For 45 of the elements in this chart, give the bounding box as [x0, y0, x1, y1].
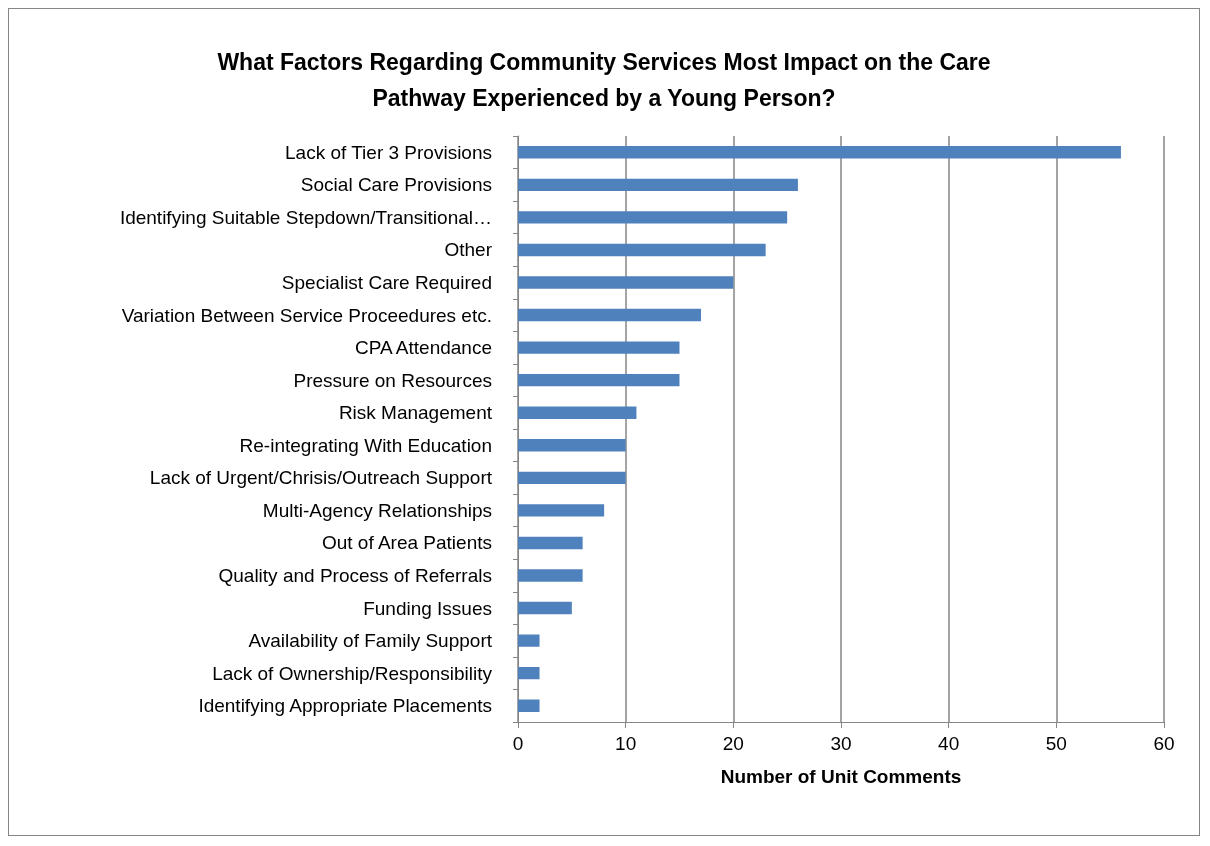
- bar: [518, 341, 680, 354]
- x-tick-label: 0: [512, 733, 524, 754]
- bar: [518, 569, 583, 582]
- y-tick-label: Multi-Agency Relationships: [262, 499, 492, 521]
- x-axis-title: Number of Unit Comments: [720, 766, 962, 787]
- bar: [518, 243, 766, 257]
- bar: [518, 439, 626, 452]
- y-tick-label: Specialist Care Required: [281, 272, 492, 293]
- chart-title: What Factors Regarding Community Services Most Impact on the Care Pathway Experienced by a Young Person?: [217, 49, 991, 111]
- bar: [518, 536, 583, 550]
- x-tick-label: 20: [722, 733, 744, 754]
- y-tick-label: Other: [444, 239, 493, 261]
- y-tick-label: Social Care Provisions: [300, 174, 492, 196]
- bar: [518, 308, 702, 322]
- bar: [518, 634, 540, 647]
- x-tick-label: 30: [830, 733, 852, 754]
- y-tick-label: Lack of Tier 3 Provisions: [285, 141, 492, 163]
- y-tick-label: CPA Attendance: [355, 337, 492, 359]
- y-tick-label: Variation Between Service Proceedures etc.: [121, 304, 492, 326]
- bar: [518, 699, 540, 712]
- y-tick-label: Availability of Family Support: [248, 630, 493, 652]
- y-tick-label: Funding Issues: [363, 597, 492, 619]
- y-tick-label: Out of Area Patients: [321, 532, 492, 554]
- y-tick-label: Re-integrating With Education: [239, 434, 492, 456]
- bar: [518, 504, 605, 517]
- bar: [518, 178, 798, 192]
- bar: [518, 211, 788, 224]
- bar: [518, 276, 734, 289]
- y-tick-label: Pressure on Resources: [293, 369, 492, 391]
- x-tick-label: 60: [1153, 733, 1175, 754]
- bar: [518, 471, 626, 485]
- bar: [518, 146, 1121, 159]
- y-tick-label: Lack of Urgent/Chrisis/Outreach Support: [149, 467, 493, 489]
- y-tick-label: Identifying Appropriate Placements: [198, 695, 492, 717]
- bar: [518, 373, 680, 387]
- x-tick-label: 40: [938, 733, 960, 754]
- bar: [518, 601, 572, 615]
- x-tick-label: 50: [1045, 733, 1067, 754]
- bar: [518, 666, 540, 680]
- y-tick-label: Lack of Ownership/Responsibility: [212, 662, 493, 684]
- bar: [518, 406, 637, 419]
- y-tick-label: Quality and Process of Referrals: [218, 565, 492, 586]
- y-tick-label: Identifying Suitable Stepdown/Transitional…: [119, 206, 492, 228]
- x-tick-label: 10: [615, 733, 637, 754]
- y-tick-label: Risk Management: [338, 402, 493, 424]
